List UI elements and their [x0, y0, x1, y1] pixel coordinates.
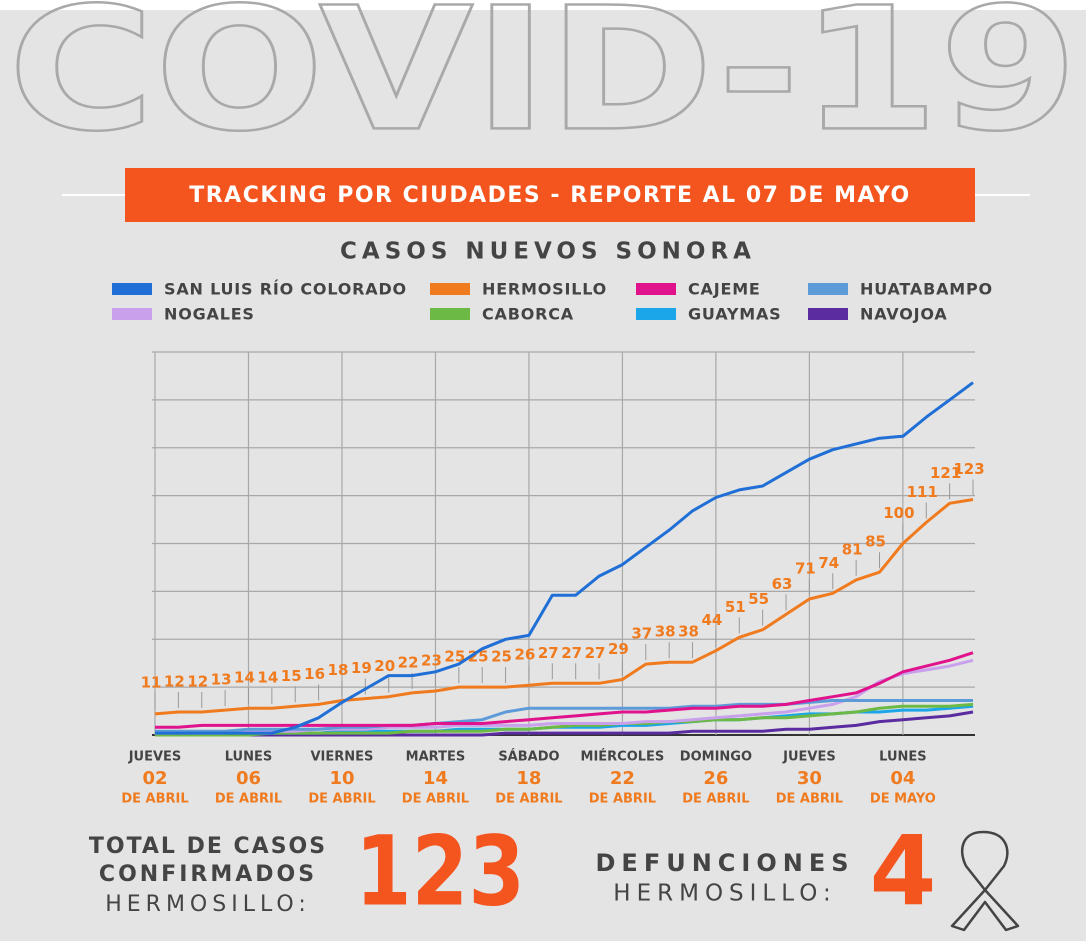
legend-swatch — [808, 308, 848, 320]
data-label: 23 — [421, 651, 442, 669]
chart-title: CASOS NUEVOS SONORA — [340, 239, 756, 265]
data-label: 22 — [398, 653, 419, 671]
legend-label: NAVOJOA — [860, 305, 948, 324]
legend-swatch — [636, 308, 676, 320]
data-label: 27 — [585, 644, 606, 662]
legend-label: NOGALES — [164, 305, 255, 324]
x-tick-day: 10 — [329, 768, 354, 789]
x-tick-day: 22 — [610, 768, 635, 789]
data-label: 71 — [795, 560, 816, 578]
data-label: 19 — [351, 659, 372, 677]
legend-label: GUAYMAS — [688, 305, 782, 324]
x-tick-weekday: MIÉRCOLES — [581, 749, 665, 765]
x-tick-day: 02 — [142, 768, 167, 789]
x-tick-weekday: MARTES — [406, 750, 466, 765]
x-tick-month: DE MAYO — [870, 792, 936, 807]
x-tick-month: DE ABRIL — [776, 792, 843, 807]
data-label: 37 — [631, 625, 652, 643]
data-label: 51 — [725, 598, 746, 616]
infographic: COVID-19 TRACKING POR CIUDADES - REPORTE… — [0, 0, 1086, 941]
data-label: 14 — [234, 669, 255, 687]
legend-label: HERMOSILLO — [482, 280, 607, 299]
x-tick-weekday: JUEVES — [782, 750, 836, 765]
deaths-label: DEFUNCIONES — [596, 849, 855, 877]
x-tick-month: DE ABRIL — [215, 792, 282, 807]
x-tick-month: DE ABRIL — [402, 792, 469, 807]
legend-swatch — [430, 283, 470, 295]
total-label: TOTAL DE CASOS — [89, 834, 327, 859]
deaths-value: 4 — [870, 815, 937, 927]
data-label: 38 — [678, 623, 699, 641]
x-tick-weekday: SÁBADO — [498, 749, 559, 765]
x-tick-day: 30 — [797, 768, 822, 789]
legend-swatch — [430, 308, 470, 320]
data-label: 100 — [883, 504, 914, 522]
x-tick-month: DE ABRIL — [682, 792, 749, 807]
x-tick-day: 26 — [703, 768, 728, 789]
x-tick-weekday: DOMINGO — [680, 750, 752, 765]
total-label: CONFIRMADOS — [99, 862, 317, 887]
total-label: HERMOSILLO: — [105, 892, 311, 917]
data-label: 63 — [772, 575, 793, 593]
x-tick-day: 04 — [890, 768, 915, 789]
data-label: 27 — [561, 644, 582, 662]
deaths-label: HERMOSILLO: — [613, 881, 836, 907]
data-label: 15 — [281, 667, 302, 685]
x-tick-weekday: VIERNES — [311, 750, 374, 765]
data-label: 81 — [842, 540, 863, 558]
x-tick-weekday: LUNES — [225, 750, 273, 765]
data-label: 12 — [187, 673, 208, 691]
data-label: 26 — [515, 646, 536, 664]
data-label: 44 — [701, 611, 722, 629]
x-tick-weekday: JUEVES — [128, 750, 182, 765]
data-label: 29 — [608, 640, 629, 658]
data-label: 111 — [907, 483, 938, 501]
x-tick-month: DE ABRIL — [495, 792, 562, 807]
data-label: 27 — [538, 644, 559, 662]
legend-label: HUATABAMPO — [860, 280, 993, 299]
legend-swatch — [808, 283, 848, 295]
data-label: 13 — [211, 671, 232, 689]
data-label: 14 — [257, 669, 278, 687]
page: COVID-19 Tracking por ciudades html, bod… — [0, 0, 1086, 941]
x-tick-month: DE ABRIL — [121, 792, 188, 807]
x-tick-day: 06 — [236, 768, 261, 789]
x-tick-day: 18 — [516, 768, 541, 789]
data-label: 123 — [953, 460, 984, 478]
data-label: 20 — [374, 657, 395, 675]
x-tick-weekday: LUNES — [879, 750, 927, 765]
legend-label: SAN LUIS RÍO COLORADO — [164, 280, 407, 299]
header-title: COVID-19 — [8, 0, 1078, 169]
data-label: 85 — [865, 533, 886, 551]
data-label: 16 — [304, 665, 325, 683]
data-label: 25 — [491, 648, 512, 666]
data-label: 38 — [655, 623, 676, 641]
data-label: 74 — [818, 554, 839, 572]
x-tick-month: DE ABRIL — [589, 792, 656, 807]
x-tick-day: 14 — [423, 768, 448, 789]
x-tick-month: DE ABRIL — [308, 792, 375, 807]
legend-swatch — [112, 283, 152, 295]
banner-text: TRACKING POR CIUDADES - REPORTE AL 07 DE… — [189, 183, 911, 208]
legend-swatch — [636, 283, 676, 295]
legend-swatch — [112, 308, 152, 320]
data-label: 18 — [328, 661, 349, 679]
data-label: 55 — [748, 590, 769, 608]
legend-label: CAJEME — [688, 280, 761, 299]
data-label: 12 — [164, 673, 185, 691]
page-body: {"header": {"title": "COVID-19", "banner… — [0, 0, 1086, 941]
total-value: 123 — [355, 815, 525, 927]
data-label: 11 — [141, 674, 162, 692]
legend-label: CABORCA — [482, 305, 574, 324]
